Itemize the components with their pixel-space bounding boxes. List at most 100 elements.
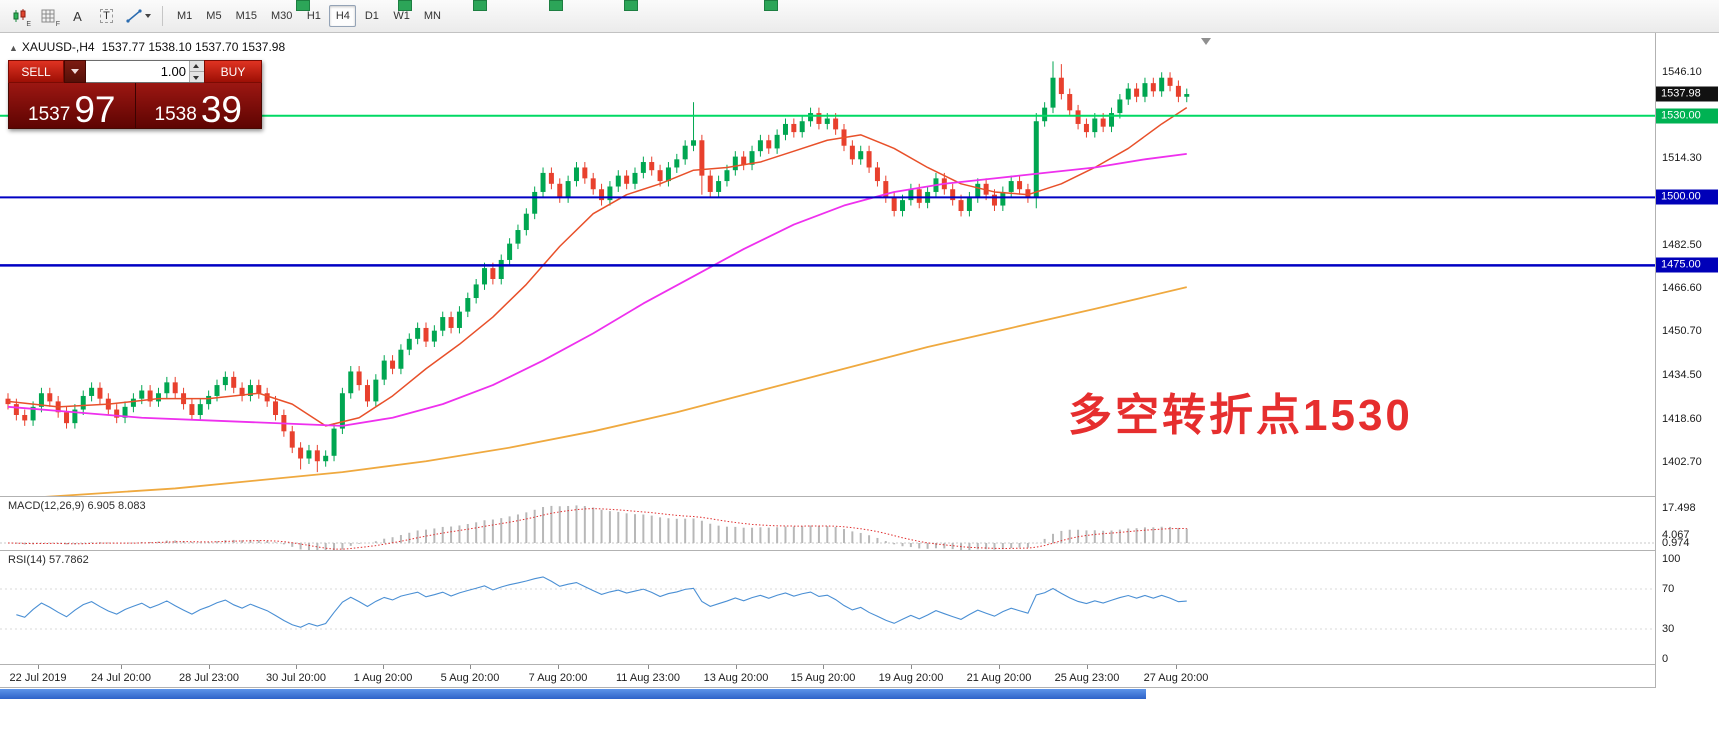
- indicators-button[interactable]: E: [6, 4, 33, 28]
- textbox-tool-icon: T: [100, 9, 113, 23]
- sell-price-display[interactable]: 1537 97: [9, 83, 136, 128]
- main-chart-canvas[interactable]: [0, 33, 1655, 496]
- text-tool-button[interactable]: A: [64, 4, 91, 28]
- pane-separator: [0, 687, 1719, 688]
- template-button[interactable]: F: [35, 4, 62, 28]
- rsi-indicator-canvas[interactable]: [0, 551, 1655, 664]
- sell-price-main: 1537: [28, 104, 71, 126]
- toolbar-separator: [162, 6, 163, 26]
- rsi-line: [16, 576, 1187, 628]
- rsi-axis-label: 70: [1662, 583, 1675, 595]
- timeframe-group: M1 M5 M15 M30 H1 H4 D1 W1 MN: [170, 5, 448, 27]
- trendline-icon: [126, 9, 142, 23]
- volume-decrease-button[interactable]: [190, 71, 204, 82]
- volume-stepper: [189, 61, 204, 82]
- candlestick-chart-icon: [13, 9, 25, 22]
- timeframe-button-m1[interactable]: M1: [171, 5, 198, 27]
- rsi-axis-label: 0: [1662, 653, 1669, 665]
- rsi-axis-label: 30: [1662, 623, 1675, 635]
- chart-shift-marker-icon[interactable]: [1201, 38, 1211, 45]
- background-window-fragment: [473, 0, 487, 11]
- timeframe-button-m30[interactable]: M30: [265, 5, 298, 27]
- time-axis-tick: [911, 665, 912, 669]
- buy-price-main: 1538: [154, 104, 197, 126]
- macd-indicator-canvas[interactable]: [0, 497, 1655, 550]
- time-axis-label: 24 Jul 20:00: [91, 672, 151, 684]
- timeframe-button-m15[interactable]: M15: [230, 5, 263, 27]
- time-axis-tick: [1176, 665, 1177, 669]
- time-axis-label: 11 Aug 23:00: [615, 672, 681, 684]
- macd-label: MACD(12,26,9) 6.905 8.083: [8, 500, 146, 512]
- taskbar-fragment: [0, 689, 1146, 699]
- time-axis[interactable]: 22 Jul 2019 24 Jul 20:00 28 Jul 23:00 30 Ju…: [0, 665, 1655, 688]
- time-axis-tick: [209, 665, 210, 669]
- timeframe-button-w1[interactable]: W1: [387, 5, 416, 27]
- time-axis-label: 22 Jul 2019: [9, 672, 67, 684]
- ma-slow-line[interactable]: [8, 286, 1187, 496]
- ma-fast-line[interactable]: [7, 107, 1188, 427]
- trade-prices-row: 1537 97 1538 39: [8, 83, 262, 129]
- background-window-fragment: [764, 0, 778, 11]
- ma-mid-line[interactable]: [7, 152, 1187, 427]
- time-axis-tick: [1087, 665, 1088, 669]
- buy-price-display[interactable]: 1538 39: [136, 83, 262, 128]
- one-click-trading-panel: SELL BUY 1537 97: [8, 60, 262, 129]
- timeframe-button-m5[interactable]: M5: [200, 5, 227, 27]
- price-axis[interactable]: 1546.10 1514.30 1482.50 1466.60 1450.70 1434.…: [1656, 33, 1719, 688]
- chevron-down-icon: [71, 69, 79, 74]
- time-axis-tick: [383, 665, 384, 669]
- time-axis-tick: [38, 665, 39, 669]
- buy-button[interactable]: BUY: [204, 60, 262, 83]
- sell-price-pips: 97: [74, 88, 116, 130]
- volume-box: [86, 60, 204, 83]
- current-price-tag: 1537.98: [1656, 86, 1718, 102]
- ohlc-values: 1537.77 1538.10 1537.70 1537.98: [101, 40, 286, 54]
- time-axis-tick: [823, 665, 824, 669]
- toolbar: E F A T M1 M5 M15 M30 H1 H: [0, 0, 1719, 33]
- time-axis-label: 7 Aug 20:00: [528, 672, 588, 684]
- time-axis-tick: [648, 665, 649, 669]
- price-axis-separator: [1655, 33, 1656, 688]
- background-window-fragment: [398, 0, 412, 11]
- chart-title: ▲ XAUUSD-,H4 1537.77 1538.10 1537.70 1537.…: [9, 40, 285, 54]
- timeframe-button-h1[interactable]: H1: [300, 5, 327, 27]
- timeframe-button-d1[interactable]: D1: [358, 5, 385, 27]
- background-window-fragment: [549, 0, 563, 11]
- time-axis-label: 21 Aug 20:00: [966, 672, 1032, 684]
- time-axis-tick: [296, 665, 297, 669]
- background-window-fragment: [624, 0, 638, 11]
- icon-badge: F: [55, 21, 60, 28]
- rsi-axis-label: 100: [1662, 553, 1681, 565]
- textbox-tool-button[interactable]: T: [93, 4, 120, 28]
- pane-separator[interactable]: [0, 550, 1655, 551]
- collapse-panel-icon[interactable]: ▲: [9, 43, 18, 53]
- pane-separator[interactable]: [0, 496, 1655, 497]
- timeframe-button-mn[interactable]: MN: [418, 5, 447, 27]
- volume-increase-button[interactable]: [190, 61, 204, 71]
- chart-text-annotation[interactable]: 多空转折点1530: [1068, 391, 1413, 440]
- volume-dropdown-button[interactable]: [64, 60, 86, 83]
- time-axis-tick: [999, 665, 1000, 669]
- time-axis-label: 28 Jul 23:00: [179, 672, 239, 684]
- pane-separator[interactable]: [0, 664, 1655, 665]
- drawing-tools-button[interactable]: [122, 4, 155, 28]
- time-axis-label: 30 Jul 20:00: [266, 672, 326, 684]
- macd-signal-line: [7, 508, 1187, 550]
- price-axis-label: 1514.30: [1662, 152, 1702, 164]
- sell-button[interactable]: SELL: [8, 60, 64, 83]
- trade-controls-row: SELL BUY: [8, 60, 262, 83]
- background-window-fragment: [296, 0, 310, 11]
- candles-layer: [5, 61, 1190, 473]
- time-axis-tick: [736, 665, 737, 669]
- price-tag-1500: 1500.00: [1656, 189, 1718, 205]
- time-axis-label: 1 Aug 20:00: [353, 672, 413, 684]
- time-axis-label: 13 Aug 20:00: [703, 672, 769, 684]
- buy-price-pips: 39: [200, 88, 242, 130]
- rsi-label: RSI(14) 57.7862: [8, 554, 89, 566]
- price-axis-label: 1418.60: [1662, 413, 1702, 425]
- text-tool-icon: A: [73, 8, 82, 24]
- timeframe-button-h4[interactable]: H4: [329, 5, 357, 27]
- time-axis-label: 19 Aug 20:00: [878, 672, 944, 684]
- volume-input[interactable]: [86, 61, 189, 82]
